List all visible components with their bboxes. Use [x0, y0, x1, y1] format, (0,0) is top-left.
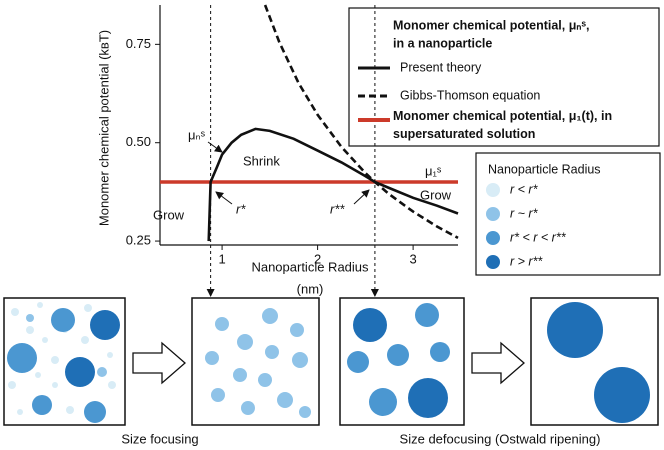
annotation: μ₁ˢ [425, 163, 442, 178]
annotation-arrow [215, 191, 233, 205]
radius-legend-box [475, 152, 661, 276]
legend-title: in a nanoparticle [393, 36, 492, 50]
legend-title: Monomer chemical potential, μₙˢ, [393, 18, 590, 32]
x-tick-label: 1 [218, 251, 225, 266]
y-axis-label: Monomer chemical potential (kʙT) [96, 30, 111, 226]
legend-label: r > r** [510, 254, 543, 268]
panel-4 [530, 297, 659, 426]
legend-box [348, 7, 660, 147]
legend-swatch [486, 207, 500, 221]
annotation-arrow [207, 141, 223, 153]
y-tick-label: 0.50 [126, 134, 151, 149]
annotation: r* [236, 201, 246, 216]
y-tick-label: 0.25 [126, 233, 151, 248]
panel-3 [339, 297, 465, 426]
process-arrow [132, 341, 186, 385]
annotation-arrow [353, 189, 370, 205]
x-axis-label: Nanoparticle Radius [251, 259, 369, 274]
annotation: Shrink [243, 153, 280, 168]
annotation: r** [330, 201, 345, 216]
legend-label: Present theory [400, 60, 482, 74]
radius-legend-title: Nanoparticle Radius [488, 162, 601, 176]
annotation: Grow [153, 207, 185, 222]
series-line [263, 4, 459, 240]
process-arrow [471, 341, 525, 385]
legend-swatch [486, 183, 500, 197]
legend-label: Gibbs-Thomson equation [400, 88, 540, 102]
legend-label: Monomer chemical potential, μ₁(t), in su… [393, 109, 613, 141]
legend-label: r* < r < r** [510, 230, 567, 244]
legend-label: r ~ r* [510, 206, 539, 220]
legend-label: r < r* [510, 182, 539, 196]
caption: Size focusing [121, 431, 198, 446]
y-tick-label: 0.75 [126, 36, 151, 51]
annotation: μₙˢ [188, 127, 206, 142]
legend-swatch [486, 255, 500, 269]
x-tick-label: 3 [409, 251, 416, 266]
x-axis-unit: (nm) [297, 281, 324, 296]
legend-swatch [486, 231, 500, 245]
panel-1 [3, 297, 126, 426]
series-line [207, 127, 459, 242]
annotation: Grow [420, 187, 452, 202]
panel-2 [191, 297, 320, 426]
x-tick-label: 2 [314, 251, 321, 266]
caption: Size defocusing (Ostwald ripening) [400, 431, 601, 446]
